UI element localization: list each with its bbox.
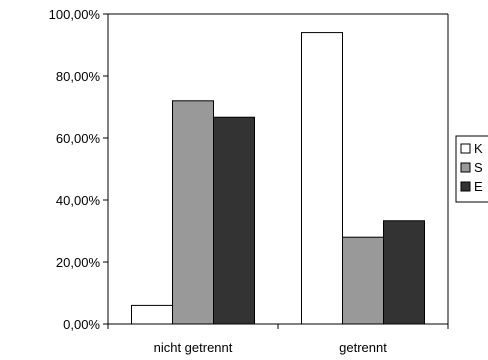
x-tick-label: nicht getrennt	[154, 340, 233, 355]
bar-k	[131, 304, 173, 325]
legend-label-e: E	[474, 179, 483, 194]
legend-swatch-s	[460, 162, 471, 173]
legend: KSE	[455, 135, 488, 203]
bar-k	[301, 32, 343, 325]
y-tick-label: 60,00%	[56, 131, 101, 146]
legend-label-k: K	[474, 141, 483, 156]
plot-area: 0,00% 20,00% 40,00% 60,00% 80,00% 100,00% nich…	[49, 7, 449, 355]
bar-s	[172, 100, 214, 325]
y-tick-label: 40,00%	[56, 193, 101, 208]
y-tick-label: 20,00%	[56, 255, 101, 270]
bar-e	[213, 116, 255, 325]
y-tick-label: 0,00%	[63, 317, 100, 332]
legend-swatch-e	[460, 181, 471, 192]
bar-e	[383, 220, 425, 325]
bar-s	[342, 236, 384, 325]
legend-label-s: S	[474, 160, 483, 175]
x-tick-label: getrennt	[339, 340, 387, 355]
y-tick-label: 80,00%	[56, 69, 101, 84]
legend-swatch-k	[460, 143, 471, 154]
y-tick-label: 100,00%	[49, 7, 101, 22]
